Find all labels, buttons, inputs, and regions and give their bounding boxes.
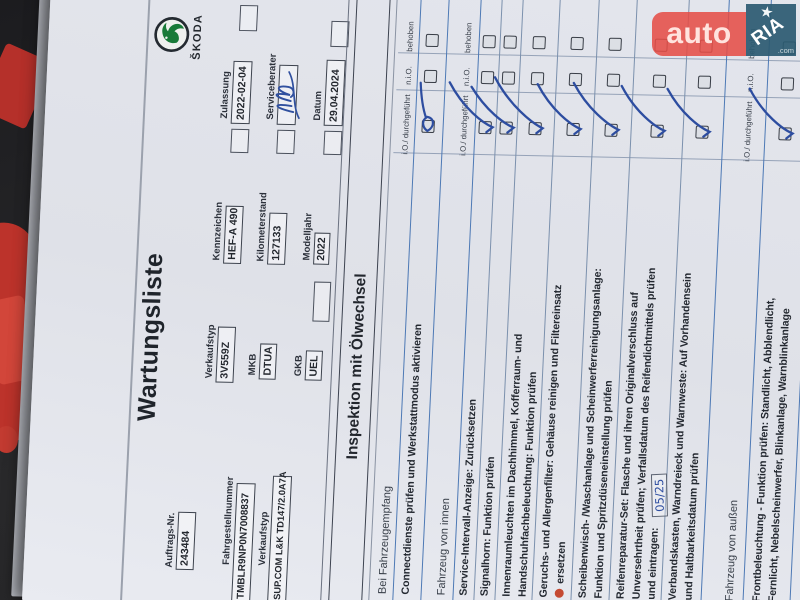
checkbox-nok [530,72,545,86]
field-value: UEL [307,355,321,377]
checkbox-fixed [608,37,622,51]
skoda-logo-icon [154,17,190,52]
checkbox-fixed [532,36,546,50]
column-caption-ok: i.O./ durchgeführt [400,94,413,155]
column-caption-nok: n.i.O. [745,73,756,93]
field-value: 243484 [178,530,193,567]
column-caption-ok: i.O./ durchgeführt [458,95,471,156]
checkbox-nok [697,75,712,89]
checkbox-nok [423,69,438,84]
field-value: 2022 [314,237,329,261]
field-box: UEL [304,350,323,381]
empty-field-box [312,281,332,322]
checkbox-ok [695,125,709,139]
autoria-watermark: auto ★ RIA .com [652,3,796,56]
field-value: 3V559Z [218,341,233,379]
checkbox-ok [528,122,542,136]
field-label: GKB [292,355,305,377]
checkbox-ok [778,127,792,141]
field-box: 243484 [175,511,197,571]
serviceberater-signature [275,71,300,120]
field-value: HEF-A 490 [225,207,241,260]
checkbox-ok [499,121,513,135]
checkbox-ok [566,122,580,137]
empty-field-box [323,130,343,156]
field-box: 2022 [313,232,331,265]
column-caption-nok: n.i.O. [461,67,472,87]
field-label: MKB [246,353,259,376]
checkbox-ok [604,123,618,137]
field-value: 29.04.2024 [327,69,342,123]
column-caption-ok: i.O./ durchgeführt [742,101,755,162]
checkbox-nok [501,71,516,85]
empty-field-box [230,128,250,154]
field-label: Datum [311,90,325,121]
checkbox-nok [568,72,583,87]
brand-wordmark: ŠKODA [190,13,205,60]
checkbox-fixed [425,33,440,48]
field-box: 2022-02-04 [230,60,253,125]
section-title: Fahrzeug von innen [435,498,453,596]
empty-field-box [276,129,296,155]
red-background-shape [0,426,18,453]
field-label: Modelljahr [301,212,315,261]
section-title: Bei Fahrzeugempfang [376,485,394,595]
checkbox-nok [480,71,495,85]
column-caption-fixed: behoben [463,22,474,53]
checkbox-fixed [482,35,496,49]
checkbox-ok [650,124,664,138]
field-value: DTUA [261,346,275,376]
field-box: DTUA [258,343,278,380]
checkbox-fixed [570,36,584,51]
checkbox-ok [478,120,492,135]
checkbox-nok [652,74,667,88]
checkbox-nok [606,73,621,87]
field-value: 127133 [269,225,284,261]
column-caption-fixed: behoben [405,21,416,52]
field-box: 3V559Z [215,326,237,383]
red-bullet-icon [554,588,564,598]
checkbox-nok [780,77,795,91]
field-box: HEF-A 490 [223,205,244,265]
checkbox-fixed [503,35,517,49]
watermark-auto-label: auto [652,12,746,56]
field-value: 2022-02-04 [234,66,249,121]
field-box: 127133 [267,212,288,265]
checkbox-ok [421,119,435,134]
watermark-ria-block: ★ RIA .com [746,3,796,56]
section-title: Fahrzeug von außen [723,499,741,600]
field-value: TMBLR9NP0N7008837 [235,492,252,600]
field-value: SUP.COM L&K TD147/2.0A7A [271,471,288,600]
empty-field-box [239,4,259,32]
field-label: Zulassung [218,71,233,119]
watermark-domain-label: .com [777,46,794,55]
column-caption-nok: n.i.O. [403,66,414,85]
